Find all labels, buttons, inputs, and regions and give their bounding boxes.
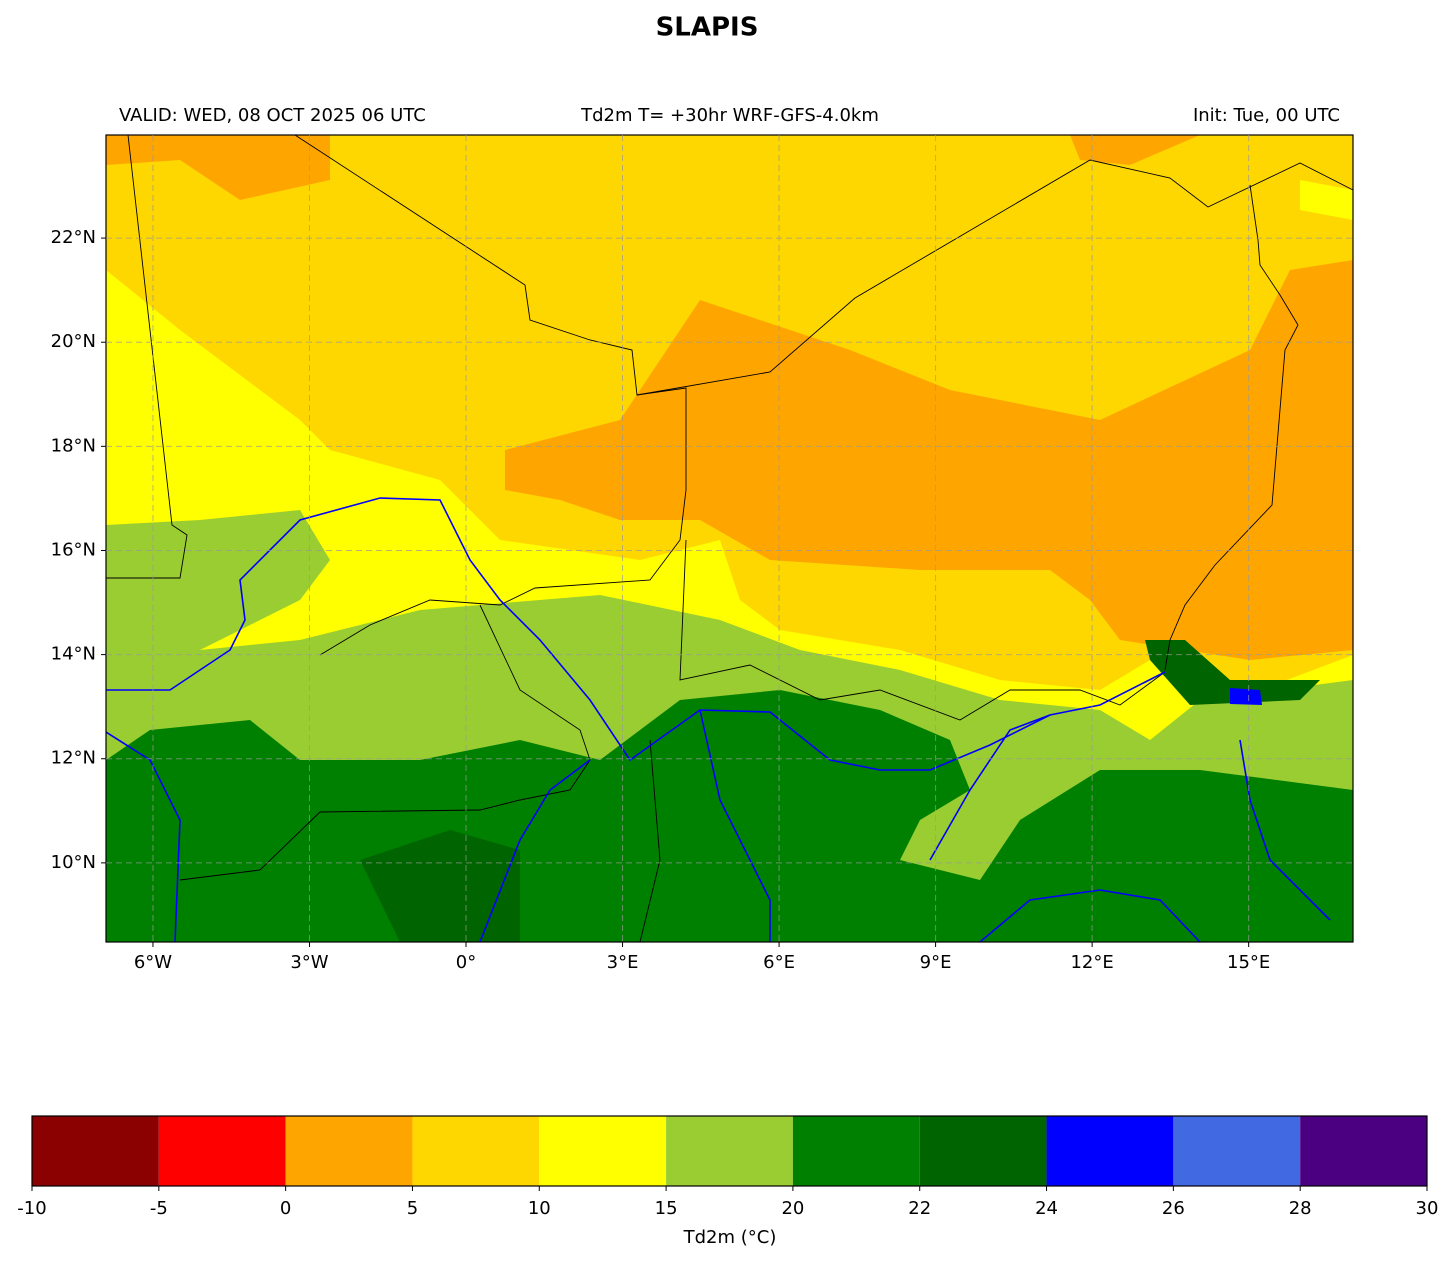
colorbar-bin bbox=[666, 1116, 793, 1186]
title: SLAPIS bbox=[656, 13, 759, 43]
colorbar-tick-label: 28 bbox=[1289, 1198, 1312, 1219]
colorbar-tick-label: 15 bbox=[655, 1198, 678, 1219]
init-time: Init: Tue, 00 UTC bbox=[1193, 105, 1340, 126]
y-tick-label: 12°N bbox=[51, 748, 96, 769]
colorbar-tick-label: 22 bbox=[908, 1198, 931, 1219]
colorbar-tick-label: 0 bbox=[280, 1198, 291, 1219]
colorbar-tick-label: 26 bbox=[1162, 1198, 1185, 1219]
x-tick-label: 6°E bbox=[763, 952, 795, 973]
colorbar-tick-label: 20 bbox=[781, 1198, 804, 1219]
colorbar-bin bbox=[285, 1116, 413, 1186]
colorbar-frame bbox=[31, 1115, 1428, 1187]
colorbar-bin bbox=[539, 1116, 667, 1186]
map-field bbox=[106, 135, 1353, 942]
colorbar-tick-label: -5 bbox=[150, 1198, 168, 1219]
colorbar-tick-label: 30 bbox=[1416, 1198, 1439, 1219]
y-tick-label: 22°N bbox=[51, 227, 96, 248]
colorbar-bin bbox=[1300, 1116, 1427, 1186]
x-tick-label: 12°E bbox=[1070, 952, 1113, 973]
valid-time: VALID: WED, 08 OCT 2025 06 UTC bbox=[119, 105, 426, 126]
colorbar-label: Td2m (°C) bbox=[683, 1227, 777, 1248]
x-tick-label: 3°E bbox=[607, 952, 639, 973]
colorbar-bin bbox=[412, 1116, 540, 1186]
run-info: Td2m T= +30hr WRF-GFS-4.0km bbox=[580, 105, 879, 126]
colorbar-tick-label: 24 bbox=[1035, 1198, 1058, 1219]
colorbar-bin bbox=[792, 1116, 920, 1186]
x-tick-label: 0° bbox=[456, 952, 476, 973]
y-tick-label: 18°N bbox=[51, 435, 96, 456]
x-tick-label: 6°W bbox=[134, 952, 172, 973]
y-tick-label: 16°N bbox=[51, 539, 96, 560]
x-tick-label: 15°E bbox=[1227, 952, 1270, 973]
colorbar-tick-label: 5 bbox=[407, 1198, 418, 1219]
y-tick-label: 14°N bbox=[51, 644, 96, 665]
colorbar-bin bbox=[1046, 1116, 1174, 1186]
y-tick-label: 10°N bbox=[51, 852, 96, 873]
y-tick-label: 20°N bbox=[51, 331, 96, 352]
x-tick-label: 3°W bbox=[290, 952, 328, 973]
colorbar-bin bbox=[1173, 1116, 1301, 1186]
colorbar-tick-label: 10 bbox=[528, 1198, 551, 1219]
colorbar-tick-label: -10 bbox=[17, 1198, 46, 1219]
colorbar-bin bbox=[32, 1116, 159, 1186]
map-frame bbox=[105, 134, 1354, 943]
colorbar-bin bbox=[919, 1116, 1047, 1186]
colorbar-bin bbox=[158, 1116, 286, 1186]
x-tick-label: 9°E bbox=[920, 952, 952, 973]
